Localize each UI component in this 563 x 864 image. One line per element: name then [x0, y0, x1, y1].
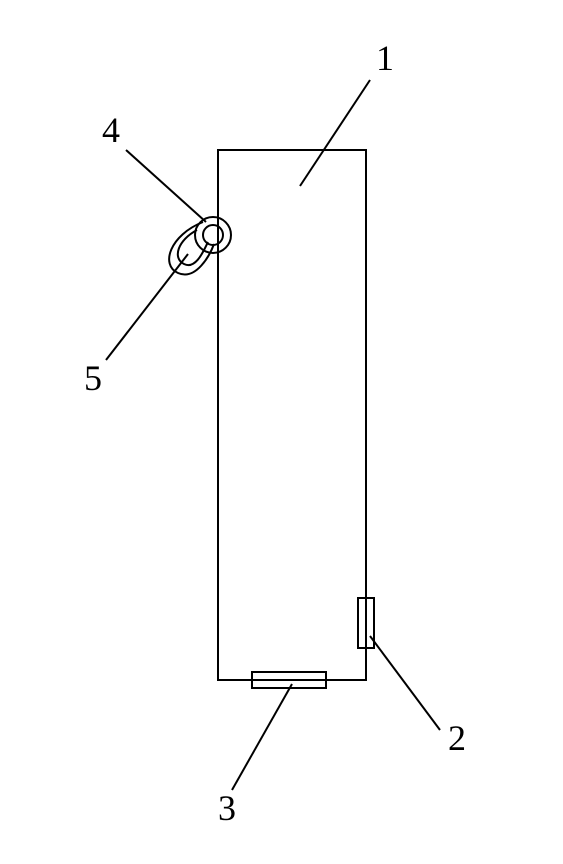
- label-5: 5: [84, 358, 102, 398]
- label-1: 1: [376, 38, 394, 78]
- technical-diagram: 1 2 3 4 5: [0, 0, 563, 864]
- leader-4: [126, 150, 206, 222]
- hook-loop: [169, 222, 214, 275]
- leader-3: [232, 684, 292, 790]
- label-3: 3: [218, 788, 236, 828]
- ring-inner: [203, 225, 223, 245]
- body-rect: [218, 150, 366, 680]
- leader-1: [300, 80, 370, 186]
- leader-5: [106, 254, 188, 360]
- label-2: 2: [448, 718, 466, 758]
- label-4: 4: [102, 110, 120, 150]
- leader-2: [370, 636, 440, 730]
